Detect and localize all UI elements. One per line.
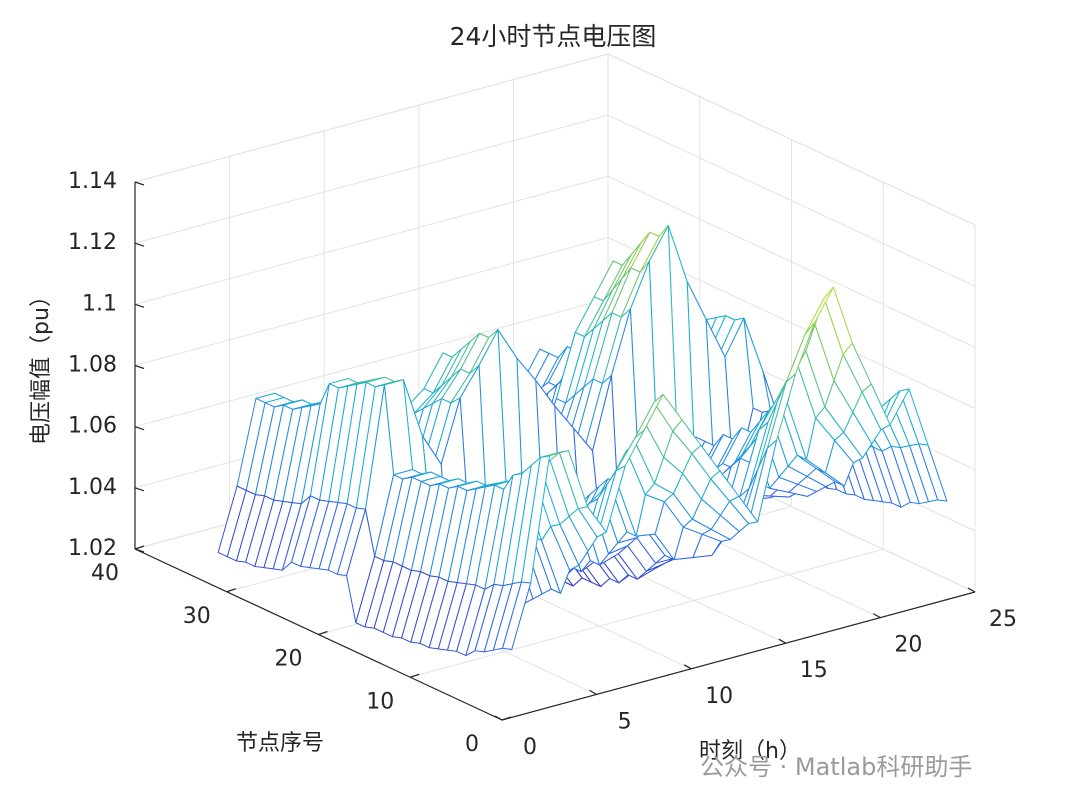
x-tick <box>589 689 597 695</box>
x-tick-label: 25 <box>989 607 1017 632</box>
z-tick-label: 1.02 <box>68 536 117 561</box>
mesh-surface <box>217 224 948 657</box>
z-tick <box>134 242 145 247</box>
z-axis-label: 电压幅值（pu） <box>29 285 54 445</box>
y-tick <box>226 588 236 593</box>
y-tick-label: 40 <box>91 561 119 586</box>
z-tick <box>134 303 145 308</box>
watermark: 公众号 · Matlab科研助手 <box>700 753 972 781</box>
y-tick <box>501 716 512 721</box>
x-tick <box>494 715 503 721</box>
z-tick <box>134 548 145 553</box>
mesh-cell <box>502 581 532 650</box>
x-tick <box>967 587 976 593</box>
y-tick <box>134 545 145 550</box>
grid-line <box>607 53 976 226</box>
z-tick <box>134 487 145 492</box>
grid-line <box>607 114 976 287</box>
grid-line <box>134 237 609 366</box>
z-tick-label: 1.04 <box>68 475 117 500</box>
z-tick <box>134 181 145 186</box>
x-tick-label: 15 <box>800 658 828 683</box>
x-axis-label: 时刻（h） <box>699 739 801 764</box>
x-tick <box>778 638 787 644</box>
x-tick-label: 5 <box>618 709 632 734</box>
z-tick <box>134 364 145 370</box>
grid-line <box>134 298 609 428</box>
x-tick <box>873 613 881 619</box>
y-tick <box>318 630 328 636</box>
y-axis-label: 节点序号 <box>236 731 324 756</box>
x-tick-label: 20 <box>894 633 922 658</box>
grid-line <box>134 175 609 305</box>
x-tick-label: 10 <box>705 684 733 709</box>
y-tick <box>410 673 420 678</box>
grid-line <box>134 53 609 183</box>
z-tick-label: 1.12 <box>68 230 117 255</box>
x-tick <box>683 664 692 670</box>
z-tick-label: 1.1 <box>82 291 117 316</box>
y-tick-label: 30 <box>183 604 211 629</box>
z-tick <box>134 426 145 431</box>
grid-line <box>134 114 609 244</box>
x-tick-label: 0 <box>523 735 537 760</box>
grid-line <box>607 175 976 348</box>
axes-front: 0 5 10 15 20 25 0 10 20 30 401.02 1.04 1.06 1.08 1.1 1.… <box>68 169 1017 760</box>
x-axis-line <box>501 591 976 721</box>
chart-title: 24小时节点电压图 <box>450 22 657 51</box>
z-tick-label: 1.06 <box>68 414 117 439</box>
grid-line <box>410 548 884 678</box>
z-tick-label: 1.08 <box>68 353 117 378</box>
z-tick-label: 1.14 <box>68 169 117 194</box>
y-tick-label: 20 <box>275 647 303 672</box>
y-tick-label: 10 <box>366 689 394 714</box>
y-tick-label: 0 <box>465 732 479 757</box>
